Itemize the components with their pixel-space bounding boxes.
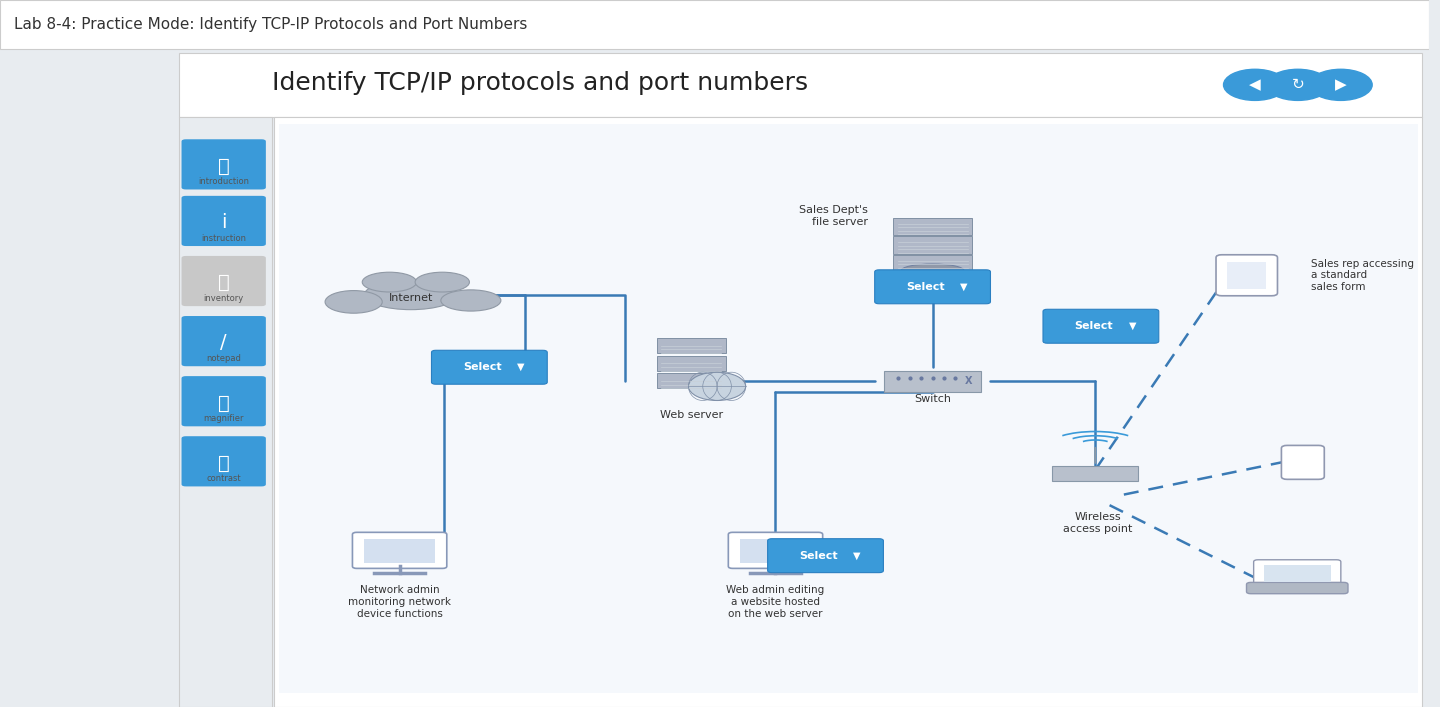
- Ellipse shape: [364, 280, 458, 310]
- Text: ↻: ↻: [1292, 77, 1305, 93]
- FancyBboxPatch shape: [768, 539, 883, 573]
- Text: magnifier: magnifier: [203, 414, 243, 423]
- Text: Select: Select: [799, 551, 838, 561]
- FancyBboxPatch shape: [1227, 262, 1266, 288]
- Text: 👓: 👓: [217, 454, 229, 472]
- Text: Internet: Internet: [389, 293, 433, 303]
- FancyBboxPatch shape: [275, 117, 1423, 707]
- FancyBboxPatch shape: [1215, 255, 1277, 296]
- FancyBboxPatch shape: [0, 0, 1430, 49]
- FancyBboxPatch shape: [364, 539, 435, 563]
- Text: 🏳: 🏳: [217, 157, 229, 175]
- FancyBboxPatch shape: [179, 53, 1423, 117]
- Ellipse shape: [415, 272, 469, 292]
- Text: i: i: [220, 214, 226, 232]
- FancyBboxPatch shape: [432, 350, 547, 384]
- Text: Identify TCP/IP protocols and port numbers: Identify TCP/IP protocols and port numbe…: [272, 71, 808, 95]
- Ellipse shape: [901, 264, 963, 277]
- Ellipse shape: [325, 291, 382, 313]
- FancyBboxPatch shape: [1282, 445, 1325, 479]
- FancyBboxPatch shape: [353, 532, 446, 568]
- FancyBboxPatch shape: [893, 218, 972, 235]
- FancyBboxPatch shape: [1247, 583, 1348, 594]
- Text: X: X: [965, 376, 972, 387]
- FancyBboxPatch shape: [657, 338, 726, 353]
- Text: ▶: ▶: [1335, 77, 1346, 93]
- FancyBboxPatch shape: [279, 124, 1418, 693]
- Text: ◀: ◀: [1248, 77, 1261, 93]
- Text: Wireless
access point: Wireless access point: [1064, 513, 1133, 534]
- FancyBboxPatch shape: [1043, 309, 1159, 343]
- Text: Sales Dept's
file server: Sales Dept's file server: [799, 205, 868, 227]
- FancyBboxPatch shape: [181, 196, 266, 246]
- FancyBboxPatch shape: [181, 436, 266, 486]
- FancyBboxPatch shape: [181, 139, 266, 189]
- Text: Select: Select: [1074, 321, 1113, 332]
- Circle shape: [688, 372, 746, 400]
- Ellipse shape: [363, 272, 416, 292]
- Text: ▼: ▼: [960, 282, 968, 292]
- Text: ▼: ▼: [517, 362, 524, 373]
- Text: 🔍: 🔍: [217, 394, 229, 412]
- Text: Lab 8-4: Practice Mode: Identify TCP-IP Protocols and Port Numbers: Lab 8-4: Practice Mode: Identify TCP-IP …: [14, 17, 527, 33]
- Text: Web admin editing
a website hosted
on the web server: Web admin editing a website hosted on th…: [726, 585, 825, 619]
- Text: Sales rep accessing
a standard
sales form: Sales rep accessing a standard sales for…: [1310, 259, 1414, 292]
- Text: /: /: [220, 334, 228, 352]
- Text: Select: Select: [462, 362, 501, 373]
- Text: inventory: inventory: [203, 294, 243, 303]
- FancyBboxPatch shape: [874, 270, 991, 304]
- FancyBboxPatch shape: [181, 316, 266, 366]
- Text: Web server: Web server: [660, 409, 723, 420]
- FancyBboxPatch shape: [893, 255, 972, 272]
- Circle shape: [1224, 69, 1286, 100]
- Ellipse shape: [441, 290, 501, 311]
- FancyBboxPatch shape: [729, 532, 822, 568]
- FancyBboxPatch shape: [657, 373, 726, 388]
- Text: 🖥: 🖥: [217, 274, 229, 292]
- FancyBboxPatch shape: [1254, 560, 1341, 587]
- FancyBboxPatch shape: [1053, 466, 1138, 481]
- Circle shape: [1309, 69, 1372, 100]
- Text: ▼: ▼: [854, 551, 861, 561]
- Circle shape: [1266, 69, 1329, 100]
- Text: notepad: notepad: [206, 354, 240, 363]
- FancyBboxPatch shape: [179, 117, 272, 707]
- FancyBboxPatch shape: [181, 256, 266, 306]
- Text: ▼: ▼: [1129, 321, 1136, 332]
- Text: Network admin
monitoring network
device functions: Network admin monitoring network device …: [348, 585, 451, 619]
- Text: contrast: contrast: [206, 474, 240, 483]
- FancyBboxPatch shape: [181, 376, 266, 426]
- FancyBboxPatch shape: [657, 356, 726, 370]
- Text: instruction: instruction: [202, 234, 246, 243]
- Text: Select: Select: [906, 282, 945, 292]
- FancyBboxPatch shape: [1264, 565, 1331, 582]
- Text: Switch: Switch: [914, 394, 950, 404]
- Text: introduction: introduction: [199, 177, 249, 186]
- FancyBboxPatch shape: [740, 539, 811, 563]
- FancyBboxPatch shape: [884, 370, 981, 392]
- FancyBboxPatch shape: [893, 236, 972, 254]
